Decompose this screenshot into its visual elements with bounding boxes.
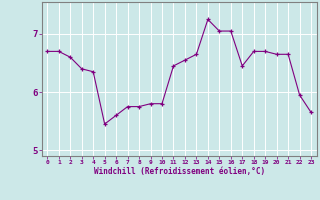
- X-axis label: Windchill (Refroidissement éolien,°C): Windchill (Refroidissement éolien,°C): [94, 167, 265, 176]
